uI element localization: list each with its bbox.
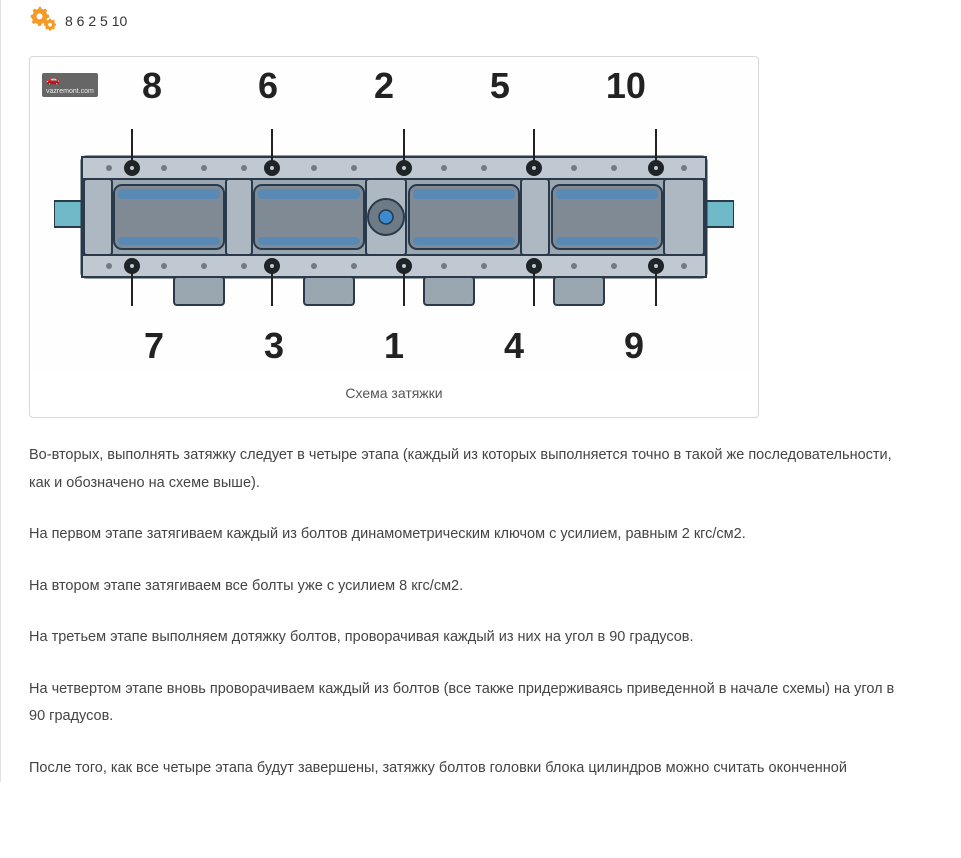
paragraph-4: На третьем этапе выполняем дотяжку болто… — [29, 624, 911, 652]
label-bot-4: 4 — [504, 325, 524, 367]
label-top-1: 8 — [142, 65, 162, 107]
label-bot-1: 7 — [144, 325, 164, 367]
label-bot-5: 9 — [624, 325, 644, 367]
diagram: 🚗 vazremont.com 8 6 2 5 10 — [34, 61, 754, 371]
engine-svg — [54, 121, 734, 311]
label-top-2: 6 — [258, 65, 278, 107]
figure-caption: Схема затяжки — [34, 371, 754, 413]
label-bot-3: 1 — [384, 325, 404, 367]
top-labels: 8 6 2 5 10 — [34, 65, 754, 107]
paragraph-6: После того, как все четыре этапа будут з… — [29, 755, 911, 783]
bottom-labels: 7 3 1 4 9 — [34, 325, 754, 367]
label-top-3: 2 — [374, 65, 394, 107]
header-numbers: 8 6 2 5 10 — [65, 13, 127, 29]
paragraph-5: На четвертом этапе вновь проворачиваем к… — [29, 676, 911, 731]
label-top-4: 5 — [490, 65, 510, 107]
header-row: 8 6 2 5 10 — [29, 5, 911, 36]
label-bot-2: 3 — [264, 325, 284, 367]
paragraph-2: На первом этапе затягиваем каждый из бол… — [29, 521, 911, 549]
paragraph-3: На втором этапе затягиваем все болты уже… — [29, 573, 911, 601]
gear-icon — [29, 5, 57, 36]
label-top-5: 10 — [606, 65, 646, 107]
figure-container: 🚗 vazremont.com 8 6 2 5 10 — [29, 56, 759, 418]
paragraph-1: Во-вторых, выполнять затяжку следует в ч… — [29, 442, 911, 497]
